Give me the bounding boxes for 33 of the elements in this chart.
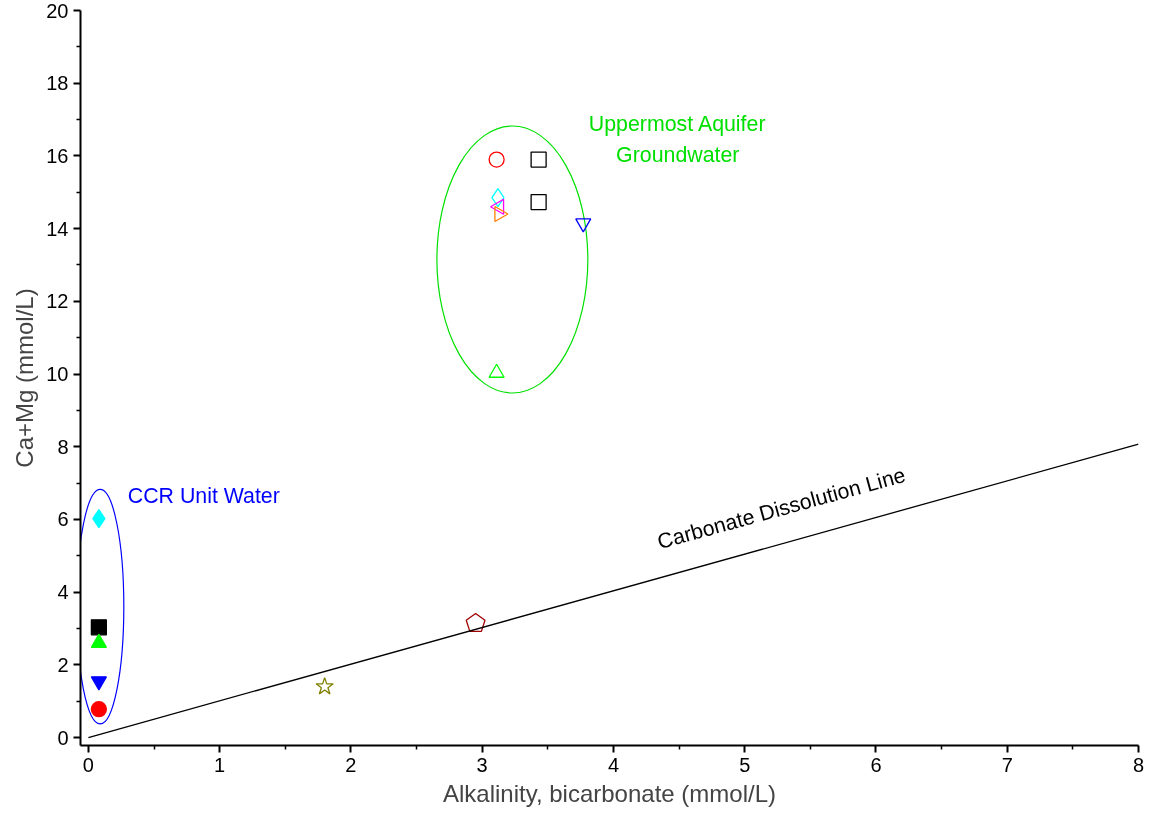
y-tick-label: 16 xyxy=(46,144,69,167)
point xyxy=(90,619,108,636)
point xyxy=(465,612,486,632)
x-axis-title: Alkalinity, bicarbonate (mmol/L) xyxy=(442,779,777,807)
y-tick-label: 20 xyxy=(46,0,69,22)
x-tick-label: 0 xyxy=(82,753,94,776)
x-tick-label: 3 xyxy=(476,753,488,776)
annotation: Uppermost Aquifer Groundwater xyxy=(588,111,766,168)
y-tick-label: 2 xyxy=(57,653,69,676)
y-tick-label: 8 xyxy=(57,435,69,458)
x-tick-label: 5 xyxy=(739,753,751,776)
point xyxy=(491,188,505,208)
x-tick-label: 4 xyxy=(607,753,619,776)
y-tick-label: 0 xyxy=(57,726,69,749)
x-tick-label: 6 xyxy=(870,753,882,776)
y-tick-label: 12 xyxy=(46,290,69,313)
x-tick-label: 8 xyxy=(1132,753,1145,776)
y-tick-label: 14 xyxy=(46,217,69,240)
y-tick-label: 6 xyxy=(57,508,69,531)
point xyxy=(90,701,108,718)
y-tick-label: 10 xyxy=(46,363,69,385)
y-tick-label: 18 xyxy=(46,72,69,95)
x-tick-label: 7 xyxy=(1001,753,1013,776)
x-tick-label: 2 xyxy=(345,753,357,776)
point xyxy=(488,151,505,168)
annotation: CCR Unit Water xyxy=(127,483,280,508)
point xyxy=(92,509,106,529)
point xyxy=(530,193,547,211)
y-axis-title: Ca+Mg (mmol/L) xyxy=(11,288,39,468)
y-tick-label: 4 xyxy=(57,581,69,604)
point xyxy=(315,676,334,695)
point xyxy=(530,151,547,168)
x-tick-label: 1 xyxy=(214,753,226,776)
